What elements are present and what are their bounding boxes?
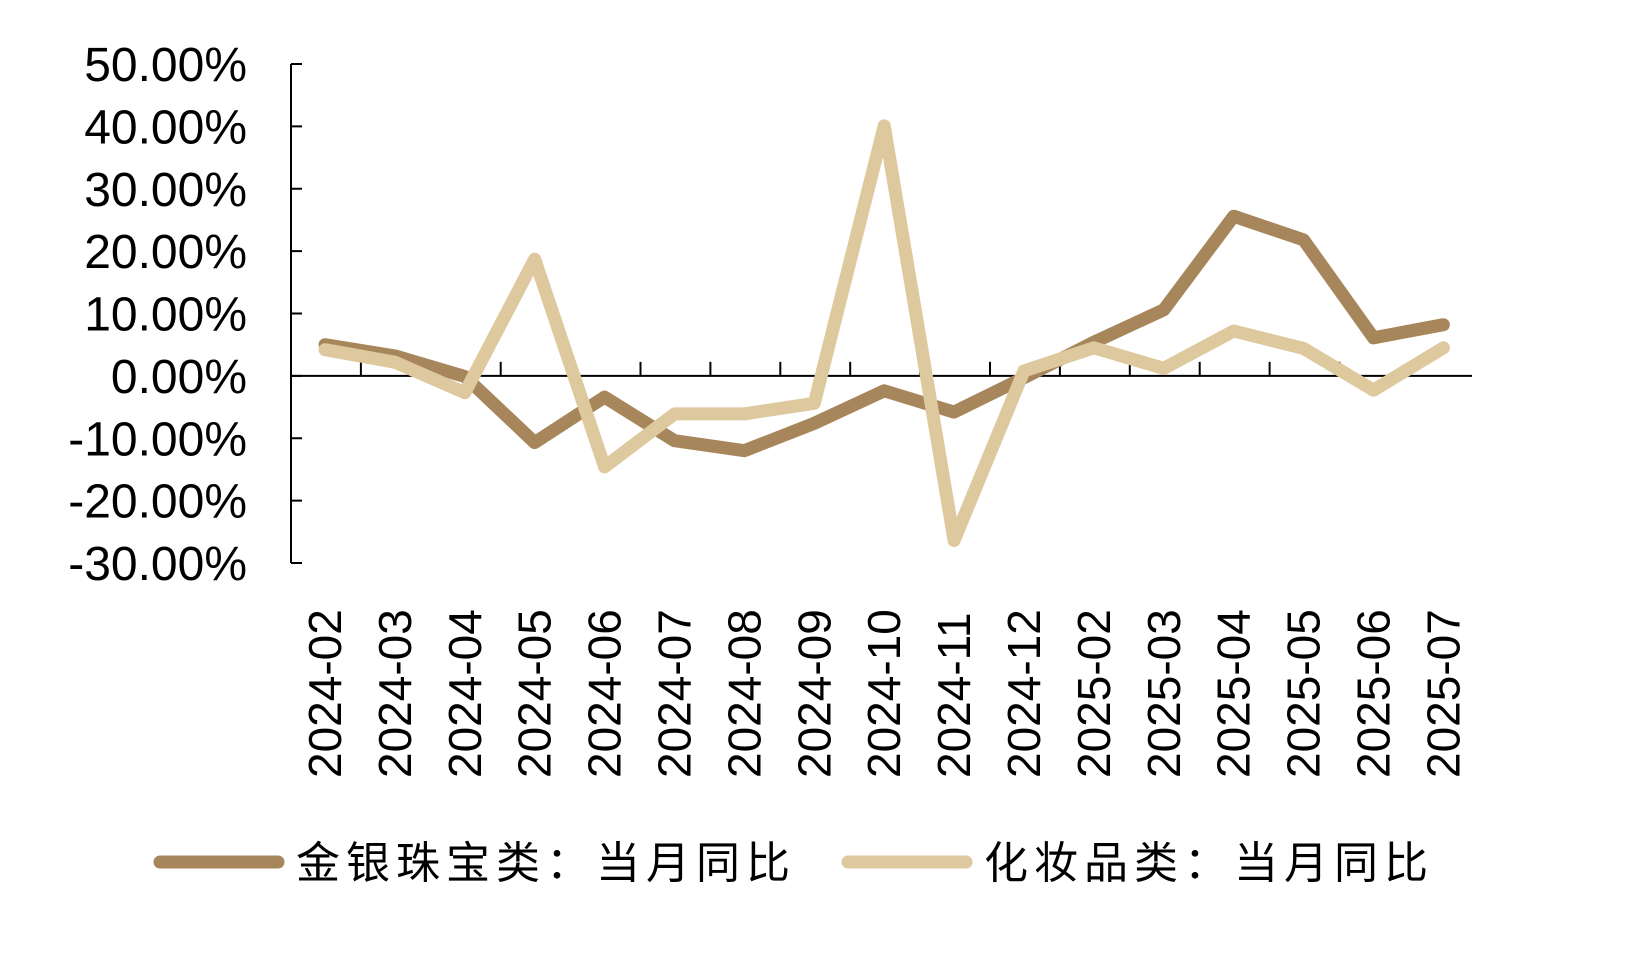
y-tick-label: 0.00%: [111, 351, 247, 404]
y-tick-label: 40.00%: [84, 101, 247, 154]
x-tick-label: 2025-05: [1278, 609, 1330, 778]
legend-label-1: 化妆品类：当月同比: [984, 838, 1434, 889]
y-tick-label: 10.00%: [84, 289, 247, 342]
y-tick-label: -30.00%: [68, 538, 247, 591]
x-tick-label: 2024-10: [858, 609, 910, 778]
x-tick-label: 2024-06: [579, 609, 631, 778]
x-tick-label: 2025-03: [1138, 609, 1190, 778]
x-tick-label: 2024-09: [788, 609, 840, 778]
legend-label-0: 金银珠宝类：当月同比: [296, 838, 796, 889]
x-tick-label: 2025-04: [1208, 609, 1260, 778]
x-tick-label: 2024-08: [718, 609, 770, 778]
x-tick-label: 2024-11: [928, 613, 980, 778]
y-tick-label: -10.00%: [68, 413, 247, 466]
x-tick-label: 2025-06: [1348, 609, 1400, 778]
legend: 金银珠宝类：当月同比 化妆品类：当月同比: [153, 838, 1434, 889]
x-tick-label: 2024-05: [509, 609, 561, 778]
series-line-1: [318, 119, 1450, 547]
x-tick-label: 2025-07: [1417, 609, 1469, 778]
y-tick-label: 30.00%: [84, 164, 247, 217]
y-tick-label: -20.00%: [68, 476, 247, 529]
x-tick-label: 2024-12: [998, 609, 1050, 778]
x-tick-label: 2025-02: [1068, 609, 1120, 778]
x-tick-label: 2024-02: [299, 609, 351, 778]
x-axis: 2024-02 2024-03 2024-04 2024-05 2024-06 2024-…: [291, 361, 1472, 778]
series-lines: [318, 119, 1450, 547]
y-axis: 50.00% 40.00% 30.00% 20.00% 10.00% 0.00% -10.0…: [68, 39, 302, 591]
x-tick-label: 2024-03: [369, 609, 421, 778]
x-tick-label: 2024-07: [649, 609, 701, 778]
y-tick-label: 50.00%: [84, 39, 247, 92]
y-tick-label: 20.00%: [84, 226, 247, 279]
x-tick-label: 2024-04: [439, 609, 491, 778]
series-line-0: [318, 209, 1450, 458]
